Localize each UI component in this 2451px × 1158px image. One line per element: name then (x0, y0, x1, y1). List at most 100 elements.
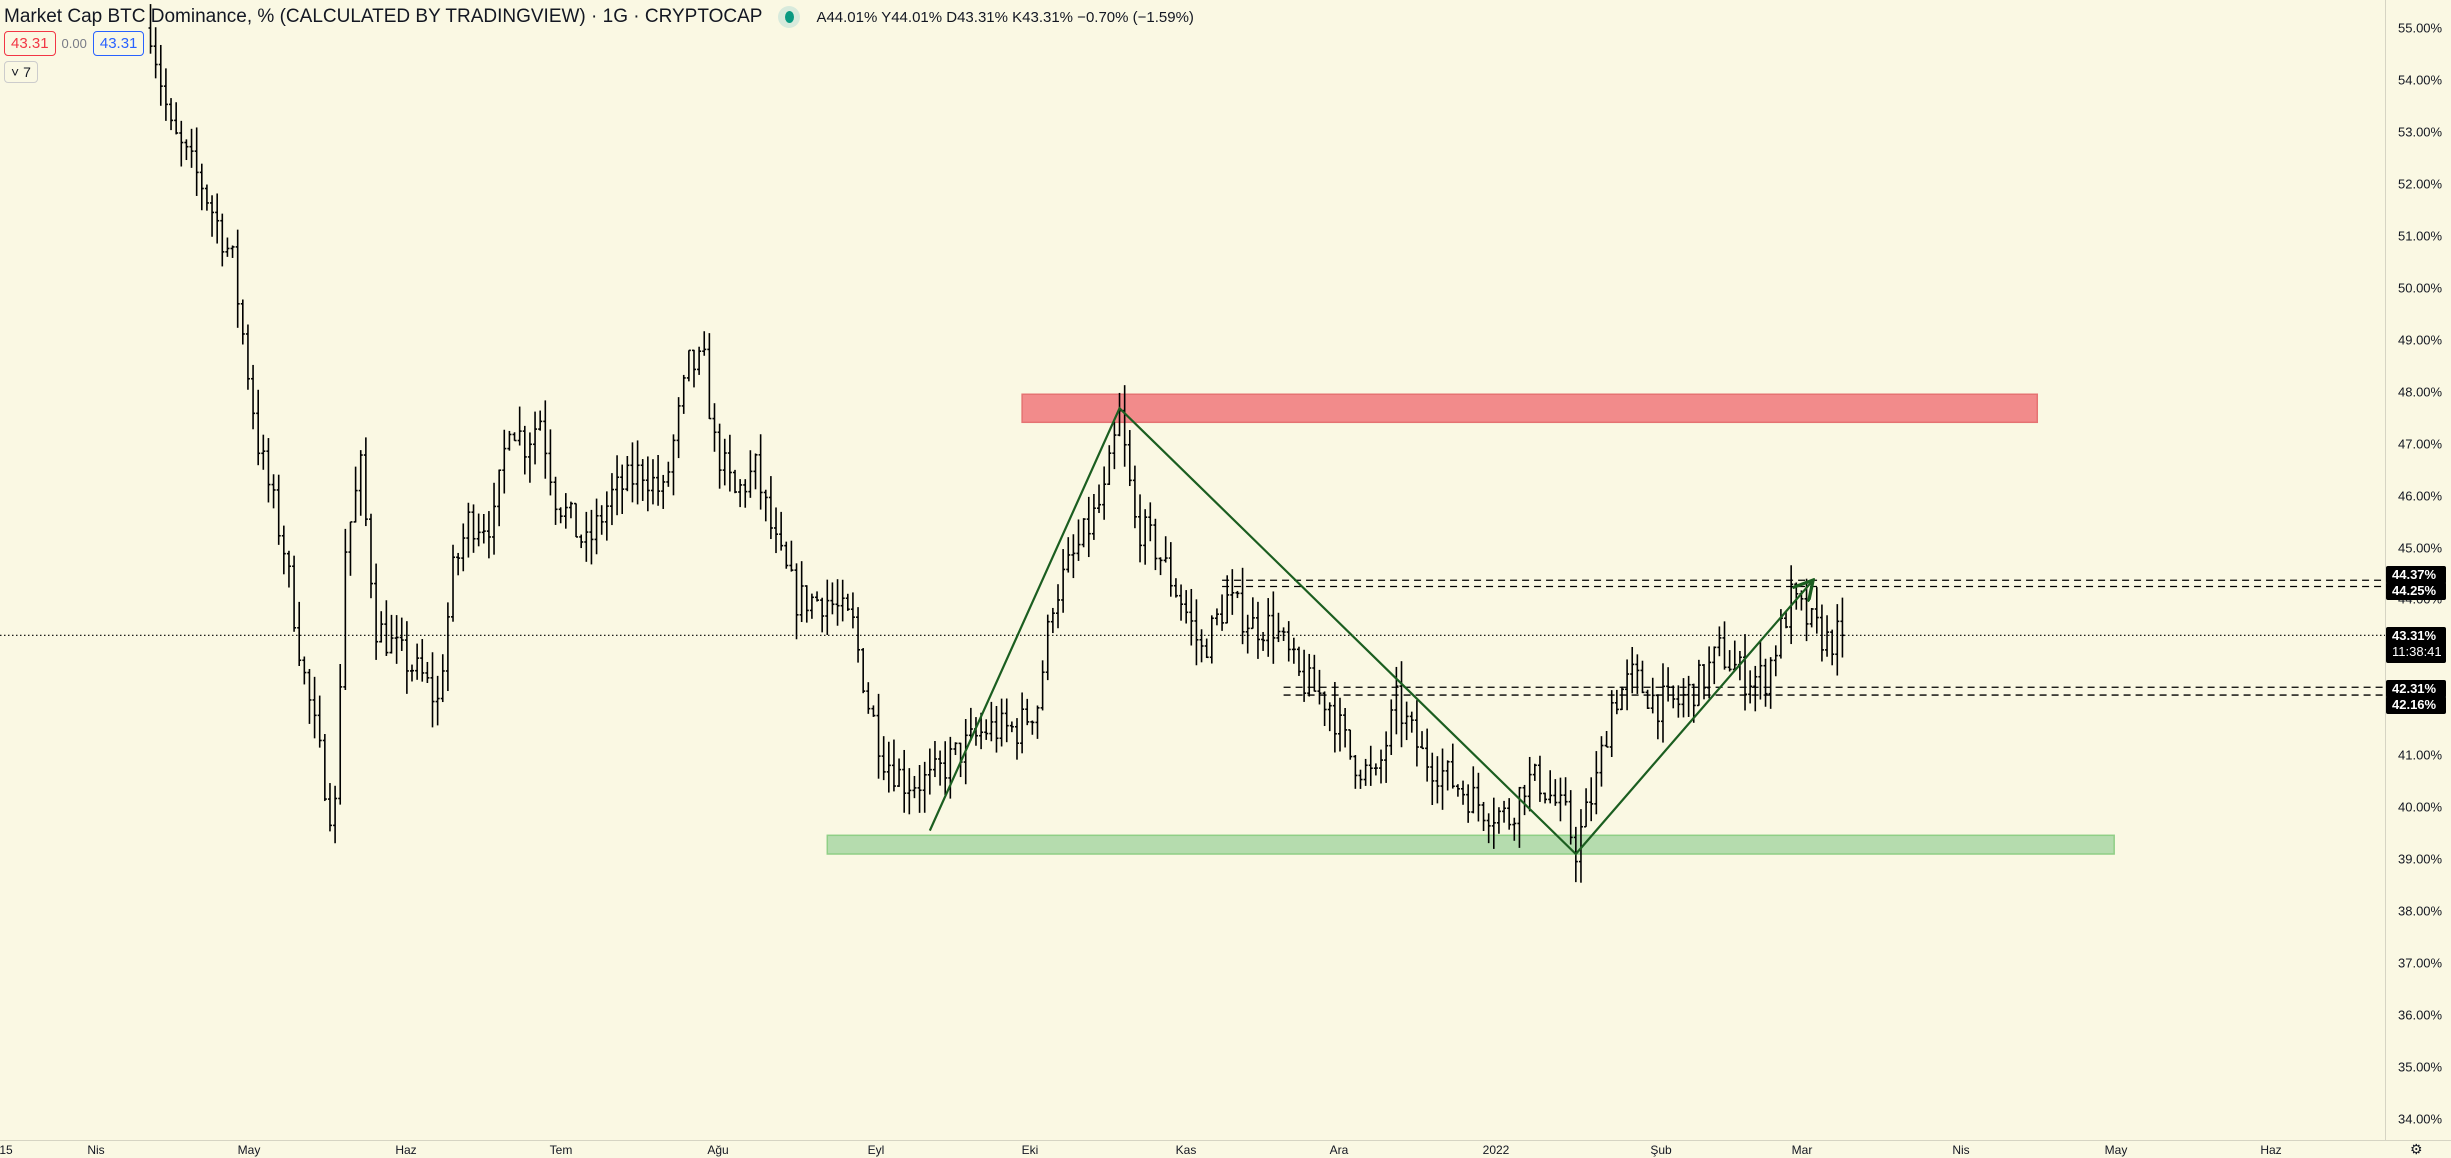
ohlc-bar (1184, 590, 1189, 624)
ohlc-bar (1220, 594, 1225, 631)
ohlc-bar (1102, 466, 1107, 520)
ohlc-bar (379, 611, 384, 643)
ohlc-bar (1086, 496, 1091, 558)
ohlc-bar (625, 455, 630, 492)
ohlc-bar (804, 585, 809, 623)
ohlc-bar (1399, 661, 1404, 748)
ohlc-bar (1245, 614, 1250, 654)
ohlc-bar (702, 331, 707, 356)
ohlc-bar (1240, 567, 1245, 645)
price-tick: 49.00% (2398, 332, 2443, 348)
ohlc-bar (1230, 569, 1235, 615)
ohlc-bar (589, 509, 594, 565)
ohlc-bar (1409, 711, 1414, 733)
ohlc-bar (871, 705, 876, 717)
ohlc-bar (717, 423, 722, 489)
ohlc-bar (1686, 675, 1691, 717)
ohlc-bar (1830, 629, 1835, 666)
ohlc-bar (169, 98, 174, 131)
ohlc-bar (1050, 607, 1055, 634)
ohlc-bar (430, 652, 435, 728)
price-tick: 34.00% (2398, 1111, 2443, 1127)
time-tick: Eyl (867, 1143, 885, 1157)
ohlc-bar (1568, 790, 1573, 845)
ohlc-bar (1819, 604, 1824, 662)
sell-button[interactable]: 43.31 (4, 31, 56, 56)
ohlc-bar (886, 741, 891, 793)
ohlc-bar (333, 785, 338, 844)
ohlc-bar (1435, 756, 1440, 804)
ohlc-bar (1076, 519, 1081, 561)
ohlc-bar (348, 521, 353, 576)
ohlc-bar (1373, 763, 1378, 776)
ohlc-bar (1522, 784, 1527, 816)
bar-countdown: 11:38:41 (2392, 644, 2442, 659)
ohlc-bar (938, 750, 943, 786)
ohlc-bar (358, 450, 363, 516)
ohlc-bar (476, 513, 481, 547)
ohlc-bar (199, 163, 204, 211)
ohlc-bar (1168, 542, 1173, 597)
time-tick: Haz (2260, 1143, 2282, 1157)
ohlc-bar (1204, 638, 1209, 659)
ohlc-bar (251, 364, 256, 430)
ohlc-bar (1455, 784, 1460, 797)
ohlc-bar (794, 563, 799, 640)
ohlc-bar (312, 676, 317, 739)
ohlc-bar (461, 523, 466, 572)
ohlc-bar (543, 400, 548, 479)
ohlc-bar (1337, 697, 1342, 752)
price-tick: 48.00% (2398, 384, 2443, 400)
ohlc-bar (440, 654, 445, 703)
ohlc-bar (579, 534, 584, 549)
ohlc-bar (245, 324, 250, 390)
ohlc-bar (876, 693, 881, 779)
ohlc-bar (1527, 756, 1532, 812)
price-chart[interactable] (0, 0, 2385, 1140)
ohlc-bar (1614, 689, 1619, 715)
ohlc-bar (302, 656, 307, 685)
ohlc-bar (650, 459, 655, 505)
ohlc-bar (435, 675, 440, 726)
ohlc-bar (1548, 770, 1553, 804)
ohlc-bar (1466, 784, 1471, 823)
buy-button[interactable]: 43.31 (92, 31, 145, 56)
ohlc-bar (1302, 649, 1307, 702)
ohlc-bar (1307, 653, 1312, 697)
ohlc-bar (620, 464, 625, 515)
ohlc-bar (1327, 702, 1332, 732)
ohlc-bar (881, 736, 886, 781)
price-tick: 38.00% (2398, 903, 2443, 919)
time-tick: Mar (1791, 1143, 1813, 1157)
ohlc-bar (1532, 763, 1537, 781)
indicators-toggle-button[interactable]: ˅ 7 (4, 61, 38, 83)
ohlc-bar (1250, 597, 1255, 630)
ohlc-bar (1666, 667, 1671, 702)
ohlc-bar (486, 511, 491, 559)
ohlc-bar (1148, 502, 1153, 542)
ohlc-bar (712, 403, 717, 452)
ohlc-bar (1640, 660, 1645, 694)
ohlc-bar (1271, 591, 1276, 664)
ohlc-bar (753, 453, 758, 490)
price-tick: 55.00% (2398, 20, 2443, 36)
ohlc-bar (1809, 608, 1814, 628)
ohlc-bar (1502, 800, 1507, 823)
time-axis[interactable]: 15 Nis May Haz Tem Ağu Eyl Eki Kas Ara 2022 Şub Mar N… (0, 1140, 2451, 1158)
ohlc-bar (630, 442, 635, 503)
ohlc-bar (1748, 670, 1753, 704)
support-zone (826, 834, 2115, 855)
symbol-title[interactable]: Market Cap BTC Dominance, % (CALCULATED … (4, 6, 763, 27)
ohlc-bar (538, 410, 543, 431)
ohlc-bar (1825, 615, 1830, 657)
ohlc-bar (1025, 698, 1030, 726)
ohlc-bar (1173, 578, 1178, 598)
ohlc-bar (1773, 645, 1778, 677)
ohlc-bar (1743, 634, 1748, 711)
ohlc-bar (184, 139, 189, 161)
price-tick: 39.00% (2398, 851, 2443, 867)
ohlc-bar (1020, 692, 1025, 754)
settings-gear-icon[interactable]: ⚙ (2410, 1141, 2423, 1157)
ohlc-bar (568, 501, 573, 519)
ohlc-bar (1312, 654, 1317, 692)
